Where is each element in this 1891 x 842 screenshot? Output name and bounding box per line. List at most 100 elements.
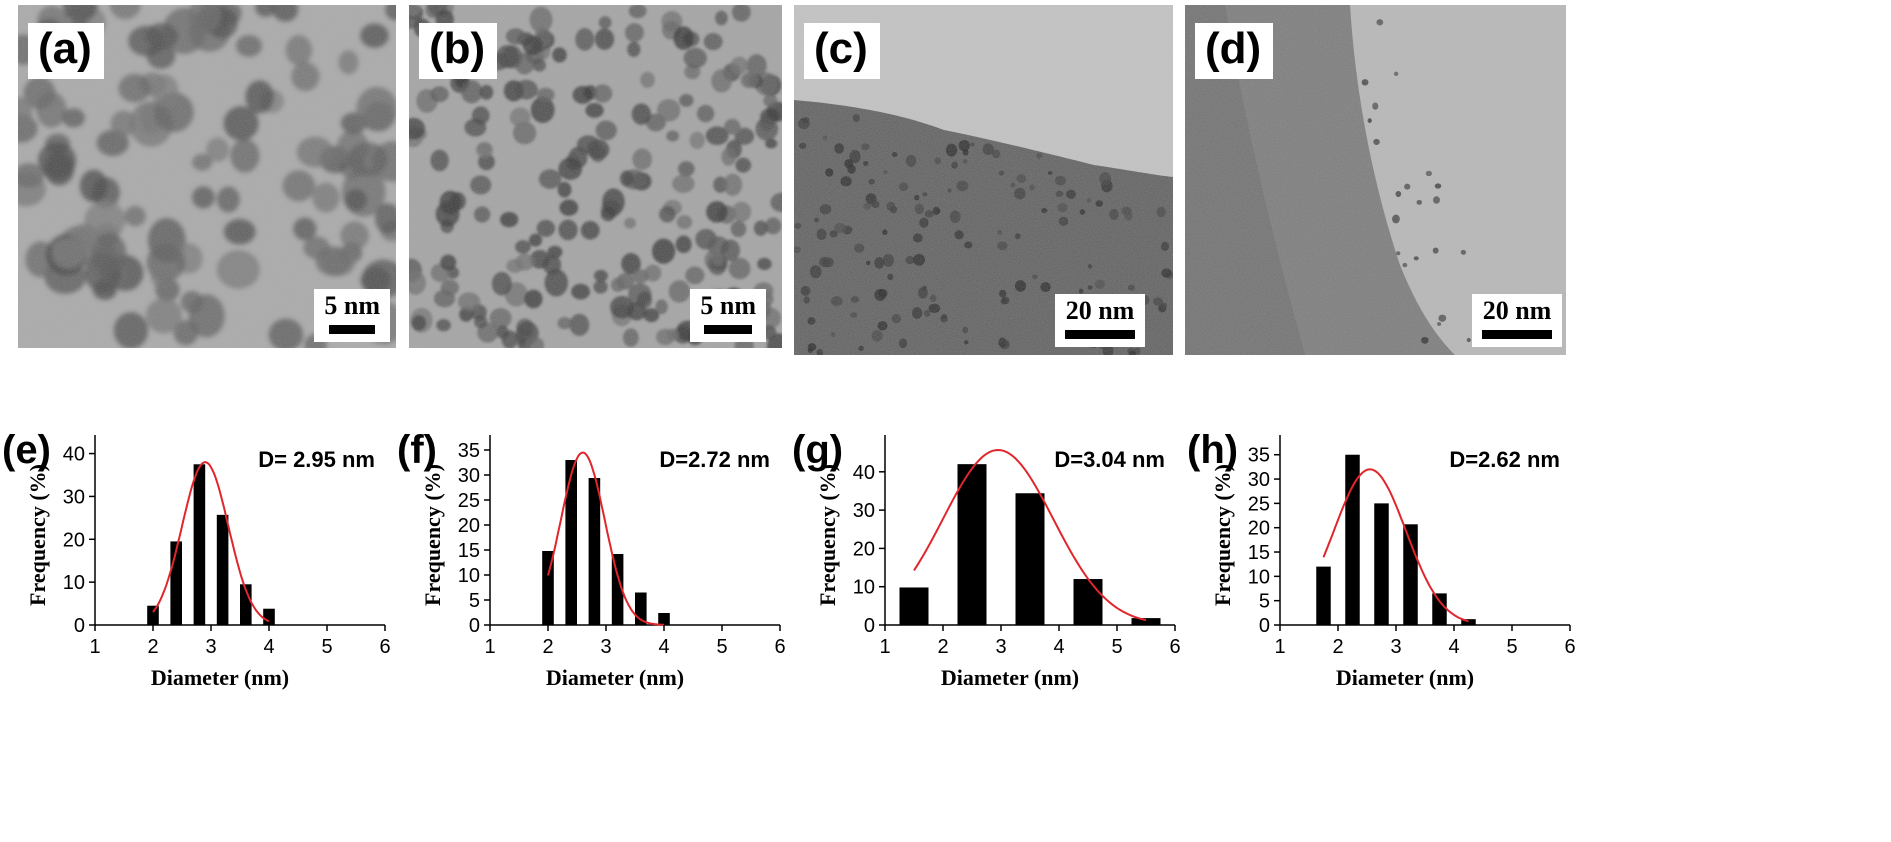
histogram-bar [193,464,206,625]
histogram-e: 1 2 3 4 5 6 0 10 20 30 40 Diameter (nm) Frequency (%… [0,430,395,842]
x-tick-label: 6 [1564,636,1575,658]
histogram-bar [1316,566,1331,625]
histogram-bar [611,554,624,625]
x-tick-label: 2 [542,636,553,658]
y-tick-label: 5 [1259,591,1270,613]
x-tick-label: 3 [600,636,611,658]
histogram-bar [1015,493,1045,625]
x-tick-label: 6 [1169,636,1180,658]
y-tick-label: 20 [458,515,480,537]
histogram-bar [1073,579,1103,625]
histogram-bar [263,608,275,625]
scale-bar-b: 5 nm [690,289,766,342]
x-tick-label: 5 [716,636,727,658]
histogram-f-svg: 1 2 3 4 5 6 0 5 10 15 20 25 30 35 Diameter (nm) Frequen… [397,430,786,690]
y-axis-label: Frequency (%) [815,464,840,606]
x-tick-label: 3 [995,636,1006,658]
panel-tag-d: (d) [1195,23,1274,79]
y-tick-label: 20 [853,538,875,560]
histogram-g: 1 2 3 4 5 6 0 10 20 30 40 Diameter (nm) Frequency (%… [790,430,1185,842]
histogram-bar [1461,619,1476,625]
y-axis-label: Frequency (%) [420,464,445,606]
y-tick-label: 15 [1248,542,1270,564]
y-tick-label: 30 [853,500,875,522]
histogram-bar [1432,593,1447,625]
mean-diameter-label: D= 2.95 nm [258,447,375,472]
histogram-bar [240,584,252,625]
gaussian-fit-curve [913,448,1147,622]
x-tick-label: 3 [205,636,216,658]
y-tick-label: 40 [63,444,85,466]
x-tick-label: 5 [321,636,332,658]
histogram-f: 1 2 3 4 5 6 0 5 10 15 20 25 30 35 Diameter (nm) Frequen… [395,430,790,842]
x-tick-label: 4 [1448,636,1459,658]
y-tick-label: 35 [458,440,480,462]
micrograph-d: (d) 20 nm [1185,5,1566,355]
scale-label-d: 20 nm [1482,296,1552,325]
x-axis-label: Diameter (nm) [1336,665,1474,690]
x-axis-label: Diameter (nm) [941,665,1079,690]
histogram-bar [635,592,647,625]
y-tick-label: 10 [63,572,85,594]
scale-line-c [1065,330,1135,339]
histogram-bar [957,464,987,625]
x-tick-label: 2 [147,636,158,658]
y-tick-label: 0 [74,615,85,637]
panel-tag: (f) [397,430,437,472]
panel-tag-a: (a) [28,23,104,79]
x-tick-label: 1 [484,636,495,658]
x-tick-label: 3 [1390,636,1401,658]
gaussian-fit-curve [152,461,270,623]
x-axis-label: Diameter (nm) [151,665,289,690]
x-tick-label: 2 [937,636,948,658]
x-tick-label: 5 [1506,636,1517,658]
scale-line-a [329,325,376,334]
scale-line-d [1482,330,1552,339]
histogram-bar [1345,454,1360,625]
panel-tag-b: (b) [419,23,498,79]
scale-bar-d: 20 nm [1472,294,1562,347]
x-tick-label: 6 [379,636,390,658]
micrograph-b: (b) 5 nm [409,5,782,348]
y-tick-label: 25 [1248,493,1270,515]
x-tick-label: 2 [1332,636,1343,658]
histogram-bar [147,605,159,625]
scale-label-a: 5 nm [324,291,380,320]
y-tick-label: 20 [1248,518,1270,540]
x-tick-label: 1 [879,636,890,658]
histogram-bar [588,478,601,625]
y-tick-label: 30 [63,486,85,508]
y-axis-label: Frequency (%) [1210,464,1235,606]
mean-diameter-label: D=2.72 nm [659,447,770,472]
scale-bar-a: 5 nm [314,289,390,342]
micrograph-c: (c) 20 nm [794,5,1173,355]
y-axis-label: Frequency (%) [25,464,50,606]
x-axis-label: Diameter (nm) [546,665,684,690]
x-tick-label: 6 [774,636,785,658]
x-tick-label: 1 [89,636,100,658]
x-tick-label: 4 [1053,636,1064,658]
histogram-bar [542,551,554,625]
mean-diameter-label: D=3.04 nm [1054,447,1165,472]
y-tick-label: 40 [853,462,875,484]
x-tick-label: 4 [263,636,274,658]
gaussian-fit-curve [1322,468,1469,623]
panel-tag: (h) [1187,430,1238,472]
histogram-bar [1403,524,1418,625]
y-tick-label: 0 [469,615,480,637]
x-tick-label: 4 [658,636,669,658]
histogram-bar [565,460,577,625]
histogram-bar [1131,618,1161,625]
histogram-bar [170,541,182,625]
y-tick-label: 30 [1248,469,1270,491]
histogram-bar [216,514,229,625]
y-tick-label: 5 [469,590,480,612]
y-tick-label: 30 [458,465,480,487]
histogram-e-svg: 1 2 3 4 5 6 0 10 20 30 40 Diameter (nm) Frequency (%… [2,430,391,690]
scale-label-b: 5 nm [700,291,756,320]
panel-tag: (e) [2,430,51,472]
y-tick-label: 0 [864,615,875,637]
scale-line-b [704,325,753,334]
x-tick-label: 5 [1111,636,1122,658]
